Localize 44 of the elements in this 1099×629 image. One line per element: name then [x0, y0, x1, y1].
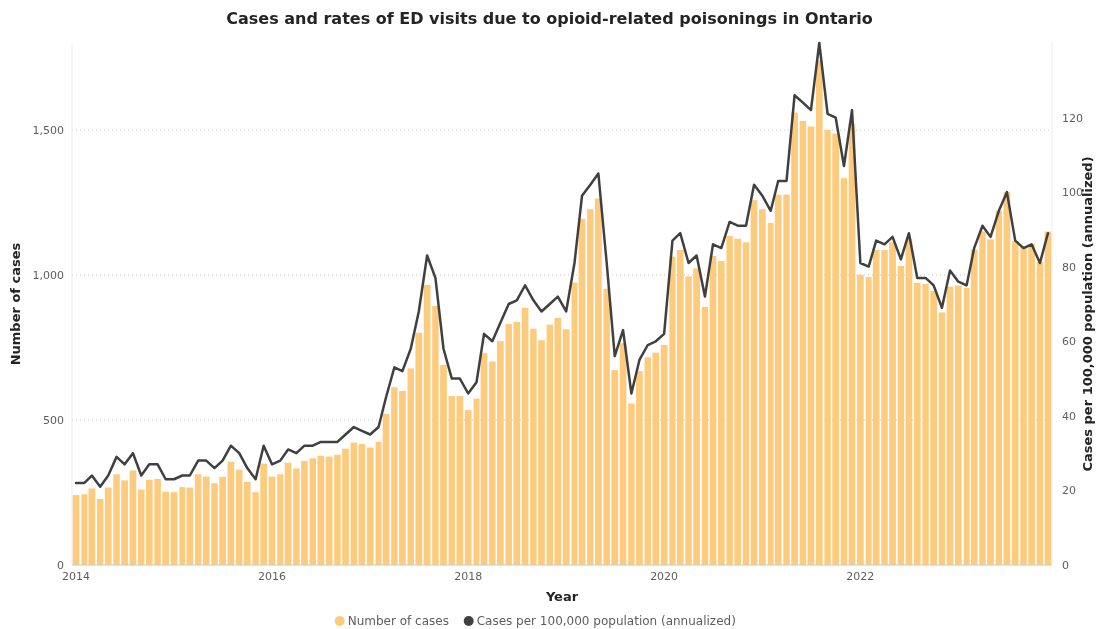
bar: [954, 285, 962, 565]
y-tick-label: 1,000: [32, 269, 64, 282]
bar: [995, 210, 1003, 565]
bar: [1036, 261, 1044, 565]
bar: [138, 489, 145, 565]
bar: [350, 442, 358, 565]
y2-tick-label: 120: [1062, 111, 1083, 125]
line-series: [74, 41, 1050, 488]
bar: [562, 329, 570, 565]
bar: [277, 474, 284, 565]
y-axis-title: Number of cases: [8, 242, 23, 366]
y-tick-label: 500: [43, 414, 64, 427]
bar: [236, 469, 243, 565]
bar: [742, 242, 750, 565]
bar: [840, 178, 848, 565]
y2-tick-label: 20: [1062, 484, 1076, 498]
x-tick-label: 2020: [650, 570, 679, 583]
x-tick-label: 2014: [62, 570, 91, 583]
bar: [194, 474, 202, 565]
x-tick-label: 2022: [846, 570, 875, 583]
bar: [464, 410, 472, 565]
bar: [897, 266, 905, 565]
bar: [938, 312, 946, 565]
legend-label: Number of cases: [347, 614, 449, 628]
bar: [799, 121, 807, 565]
bar: [701, 306, 709, 565]
bar: [96, 498, 104, 565]
y-tick-label: 1,500: [32, 124, 64, 137]
bar: [366, 447, 374, 565]
bar: [81, 494, 88, 565]
x-tick-label: 2016: [257, 570, 286, 583]
y-tick-label: 0: [57, 559, 64, 572]
bar: [856, 274, 864, 565]
chart-title: Cases and rates of ED visits due to opioid-related poisonings in Ontario: [226, 9, 873, 28]
y2-tick-label: 80: [1062, 260, 1076, 274]
y2-tick-label: 60: [1062, 335, 1076, 349]
bar: [759, 209, 766, 565]
y2-tick-label: 40: [1062, 409, 1076, 423]
x-axis-title: Year: [544, 589, 579, 604]
x-tick-label: 2018: [454, 570, 483, 583]
legend-label: Cases per 100,000 population (annualized): [476, 614, 736, 628]
y2-tick-label: 0: [1062, 559, 1069, 572]
bar: [448, 395, 456, 565]
y2-tick-label: 100: [1062, 186, 1083, 200]
